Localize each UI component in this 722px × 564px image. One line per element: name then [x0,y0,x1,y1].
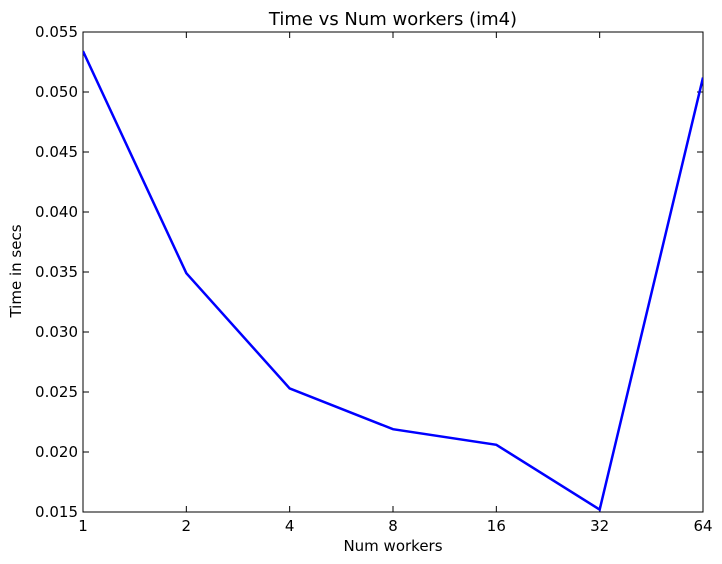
y-tick-label: 0.045 [35,143,78,161]
y-tick-label: 0.055 [35,23,78,41]
y-tick-label: 0.015 [35,503,78,521]
y-tick-label: 0.025 [35,383,78,401]
x-tick-label: 16 [487,517,506,535]
axis-ticks [82,31,704,513]
series-line [83,50,703,512]
x-tick-label: 64 [693,517,712,535]
y-axis-label: Time in secs [7,224,25,318]
x-tick-label: 2 [182,517,192,535]
x-tick-label: 4 [285,517,295,535]
tick-labels: 1 2 4 8 16 32 64 0.015 0.020 0.025 0.030 0.035 0.040… [35,23,713,535]
x-tick-label: 32 [590,517,609,535]
y-tick-label: 0.030 [35,323,78,341]
plot-frame [82,31,704,513]
y-tick-label: 0.020 [35,443,78,461]
x-tick-label: 1 [78,517,88,535]
y-tick-label: 0.040 [35,203,78,221]
series-group [82,50,704,512]
y-tick-label: 0.035 [35,263,78,281]
y-tick-label: 0.050 [35,83,78,101]
x-tick-label: 8 [388,517,398,535]
x-axis-label: Num workers [343,537,442,555]
chart-title: Time vs Num workers (im4) [268,9,517,30]
